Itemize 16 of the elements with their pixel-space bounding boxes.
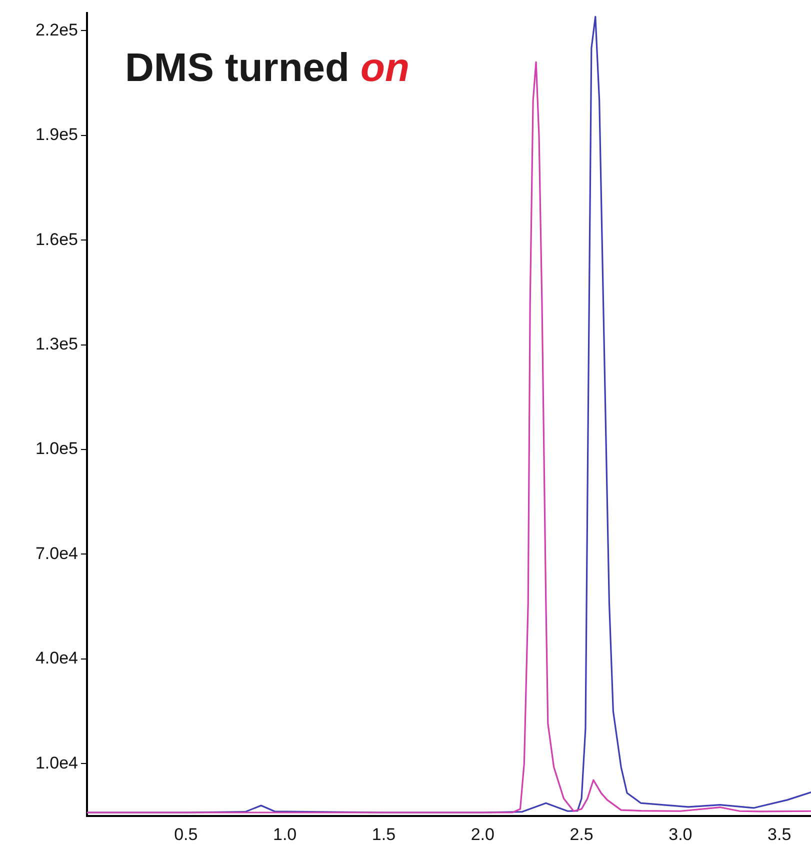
x-tick-label: 2.5 bbox=[570, 824, 594, 844]
y-tick-label: 1.0e4 bbox=[35, 753, 78, 772]
x-tick-label: 0.5 bbox=[174, 824, 198, 844]
y-tick-label: 1.6e5 bbox=[35, 230, 78, 249]
x-tick-label: 3.5 bbox=[768, 824, 792, 844]
x-tick-label: 2.0 bbox=[470, 824, 494, 844]
y-tick-label: 4.0e4 bbox=[35, 648, 78, 668]
x-tick-label: 3.0 bbox=[668, 824, 692, 844]
y-tick-label: 1.0e5 bbox=[35, 439, 78, 458]
y-tick-label: 2.2e5 bbox=[35, 20, 78, 40]
y-tick-label: 7.0e4 bbox=[35, 544, 78, 563]
x-tick-label: 1.5 bbox=[372, 824, 396, 844]
y-tick-label: 1.9e5 bbox=[35, 125, 78, 144]
text: DMS turned on bbox=[125, 46, 410, 90]
x-tick-label: 1.0 bbox=[272, 824, 297, 844]
y-tick-label: 1.3e5 bbox=[35, 334, 78, 354]
